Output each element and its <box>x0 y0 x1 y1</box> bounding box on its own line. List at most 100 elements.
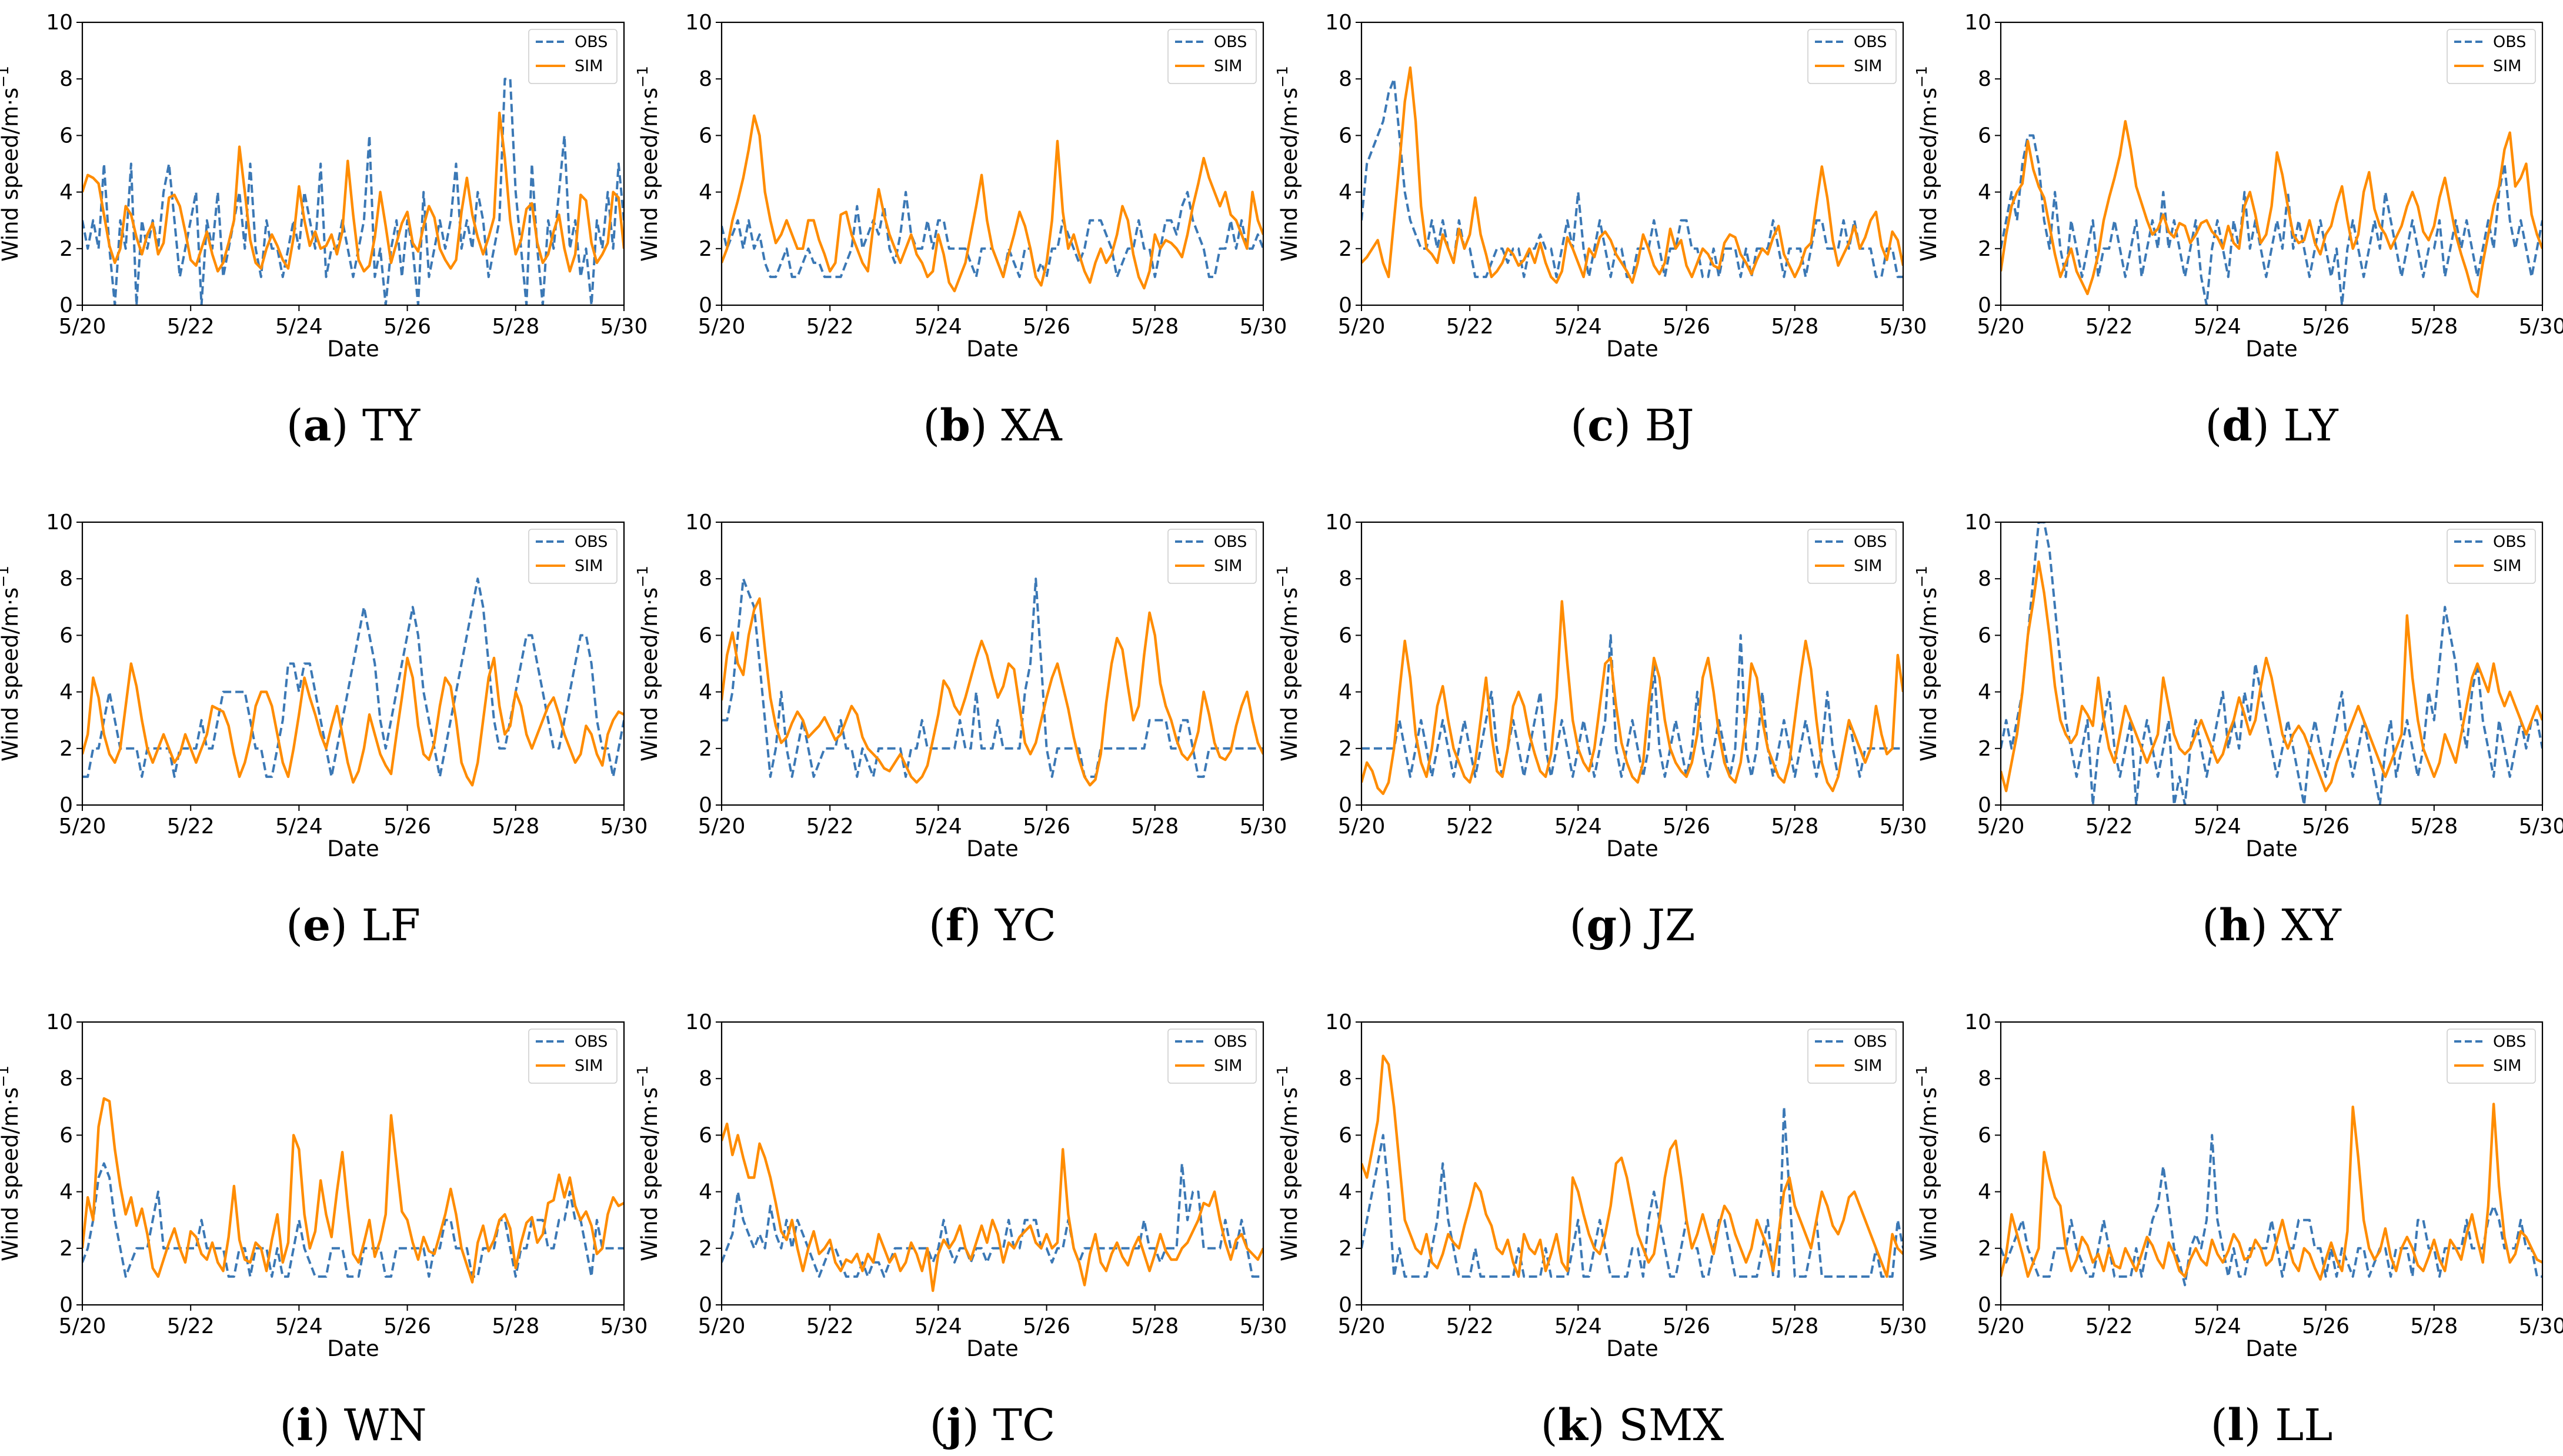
x-tick-label: 5/22 <box>2085 315 2133 339</box>
subplot-e: 0 2 4 6 8 10 5/20 5/22 5/24 5/26 5/28 5/30 Date Wind … <box>0 510 648 951</box>
y-tick-label: 6 <box>59 623 73 647</box>
y-tick-label: 8 <box>59 567 73 591</box>
caption-close-paren: ) <box>313 1400 343 1451</box>
series-group <box>722 577 1263 787</box>
y-tick-label: 10 <box>1964 11 1991 35</box>
series-line-sim <box>722 1122 1263 1293</box>
y-tick-label: 6 <box>1978 123 1991 148</box>
x-tick-label: 5/30 <box>600 1314 648 1338</box>
x-tick-label: 5/22 <box>2085 814 2133 839</box>
y-tick-label: 2 <box>1339 237 1352 261</box>
y-tick-label: 4 <box>699 1180 712 1204</box>
y-axis-title-superscript: −1 <box>634 566 651 587</box>
caption-station: WN <box>344 1400 427 1451</box>
y-axis-title-superscript: −1 <box>1274 1066 1291 1087</box>
x-tick-label: 5/24 <box>2194 315 2241 339</box>
y-tick-label: 0 <box>59 1293 73 1317</box>
x-tick-label: 5/20 <box>1977 315 2025 339</box>
subplot-k: 0 2 4 6 8 10 5/20 5/22 5/24 5/26 5/28 5/30 Date Wind … <box>1274 1010 1927 1451</box>
x-tick-label: 5/20 <box>1977 814 2025 839</box>
x-axis-title: Date <box>1606 1336 1658 1361</box>
plot-frame <box>720 1021 1264 1306</box>
y-tick-label: 6 <box>59 123 73 148</box>
plot-frame <box>1360 1021 1904 1306</box>
caption-station: BJ <box>1645 400 1694 451</box>
x-tick-label: 5/24 <box>2194 1314 2241 1338</box>
y-axis-title-superscript: −1 <box>634 1066 651 1087</box>
series-line-sim <box>2001 560 2542 793</box>
x-tick-label: 5/20 <box>698 1314 746 1338</box>
plot-frame <box>2000 21 2544 306</box>
subplot-caption: (f) YC <box>929 900 1056 951</box>
series-line-obs <box>82 1162 624 1278</box>
y-axis-title-superscript: −1 <box>1274 566 1291 587</box>
legend-label-sim: SIM <box>575 57 603 75</box>
x-tick-label: 5/26 <box>1663 315 1710 339</box>
plot-frame <box>81 1021 625 1306</box>
y-tick-label: 2 <box>59 237 73 261</box>
y-axis-title: Wind speed/m·s−1 <box>634 566 662 762</box>
y-tick-label: 6 <box>1339 1123 1352 1147</box>
series-group <box>1361 66 1903 284</box>
x-tick-label: 5/24 <box>275 814 323 839</box>
y-tick-label: 2 <box>1339 737 1352 761</box>
plot-frame <box>81 21 625 306</box>
x-tick-label: 5/26 <box>383 1314 431 1338</box>
series-group <box>1361 600 1903 796</box>
series-group <box>2001 120 2542 305</box>
caption-close-paren: ) <box>2251 900 2281 951</box>
y-tick-label: 8 <box>1339 67 1352 91</box>
legend-label-obs: OBS <box>1854 33 1887 51</box>
x-tick-label: 5/22 <box>1446 315 1494 339</box>
legend: OBS SIM <box>2447 1028 2536 1084</box>
y-tick-label: 8 <box>59 67 73 91</box>
caption-letter: i <box>296 1400 313 1451</box>
y-tick-label: 4 <box>59 680 73 704</box>
x-tick-label: 5/22 <box>167 315 215 339</box>
y-tick-label: 8 <box>1339 1067 1352 1091</box>
x-tick-label: 5/28 <box>2410 1314 2458 1338</box>
caption-close-paren: ) <box>1614 400 1644 451</box>
legend-label-sim: SIM <box>2493 557 2521 575</box>
y-tick-label: 0 <box>1978 1293 1991 1317</box>
x-axis-title: Date <box>2245 1336 2297 1361</box>
y-tick-label: 6 <box>1339 123 1352 148</box>
legend-label-obs: OBS <box>575 533 608 551</box>
x-tick-label: 5/20 <box>698 814 746 839</box>
series-line-sim <box>2001 120 2542 298</box>
x-tick-label: 5/20 <box>1338 1314 1386 1338</box>
y-axis-title-superscript: −1 <box>634 66 651 88</box>
subplot-caption: (h) XY <box>2202 900 2342 951</box>
y-axis-title: Wind speed/m·s−1 <box>1913 66 1941 262</box>
y-axis-title-superscript: −1 <box>1913 1066 1930 1087</box>
x-tick-label: 5/26 <box>1023 315 1070 339</box>
legend-label-sim: SIM <box>1214 1057 1242 1075</box>
y-axis-title: Wind speed/m·s−1 <box>1274 566 1302 762</box>
legend: OBS SIM <box>2447 529 2536 584</box>
y-tick-label: 6 <box>1978 1123 1991 1147</box>
caption-open-paren: ( <box>286 400 303 451</box>
x-tick-label: 5/28 <box>2410 814 2458 839</box>
plot-frame <box>81 521 625 806</box>
y-tick-label: 8 <box>1978 1067 1991 1091</box>
y-axis-title: Wind speed/m·s−1 <box>1274 66 1302 262</box>
y-axis-title: Wind speed/m·s−1 <box>0 1066 23 1261</box>
caption-letter: h <box>2219 900 2251 951</box>
y-tick-label: 6 <box>1978 623 1991 647</box>
y-tick-label: 8 <box>1978 567 1991 591</box>
y-tick-label: 0 <box>1339 793 1352 817</box>
y-axis-title: Wind speed/m·s−1 <box>1913 566 1941 762</box>
subplot-caption: (i) WN <box>279 1400 426 1451</box>
plot-frame <box>720 21 1264 306</box>
x-tick-label: 5/28 <box>492 814 539 839</box>
y-tick-label: 2 <box>1339 1237 1352 1261</box>
y-axis-title-superscript: −1 <box>0 566 12 587</box>
x-tick-label: 5/28 <box>1131 315 1179 339</box>
y-tick-label: 4 <box>59 181 73 205</box>
caption-station: XY <box>2281 900 2342 951</box>
caption-station: LF <box>361 900 421 951</box>
legend-label-sim: SIM <box>1854 557 1882 575</box>
caption-letter: b <box>940 400 970 451</box>
x-tick-label: 5/28 <box>492 1314 539 1338</box>
caption-station: SMX <box>1618 1400 1724 1451</box>
